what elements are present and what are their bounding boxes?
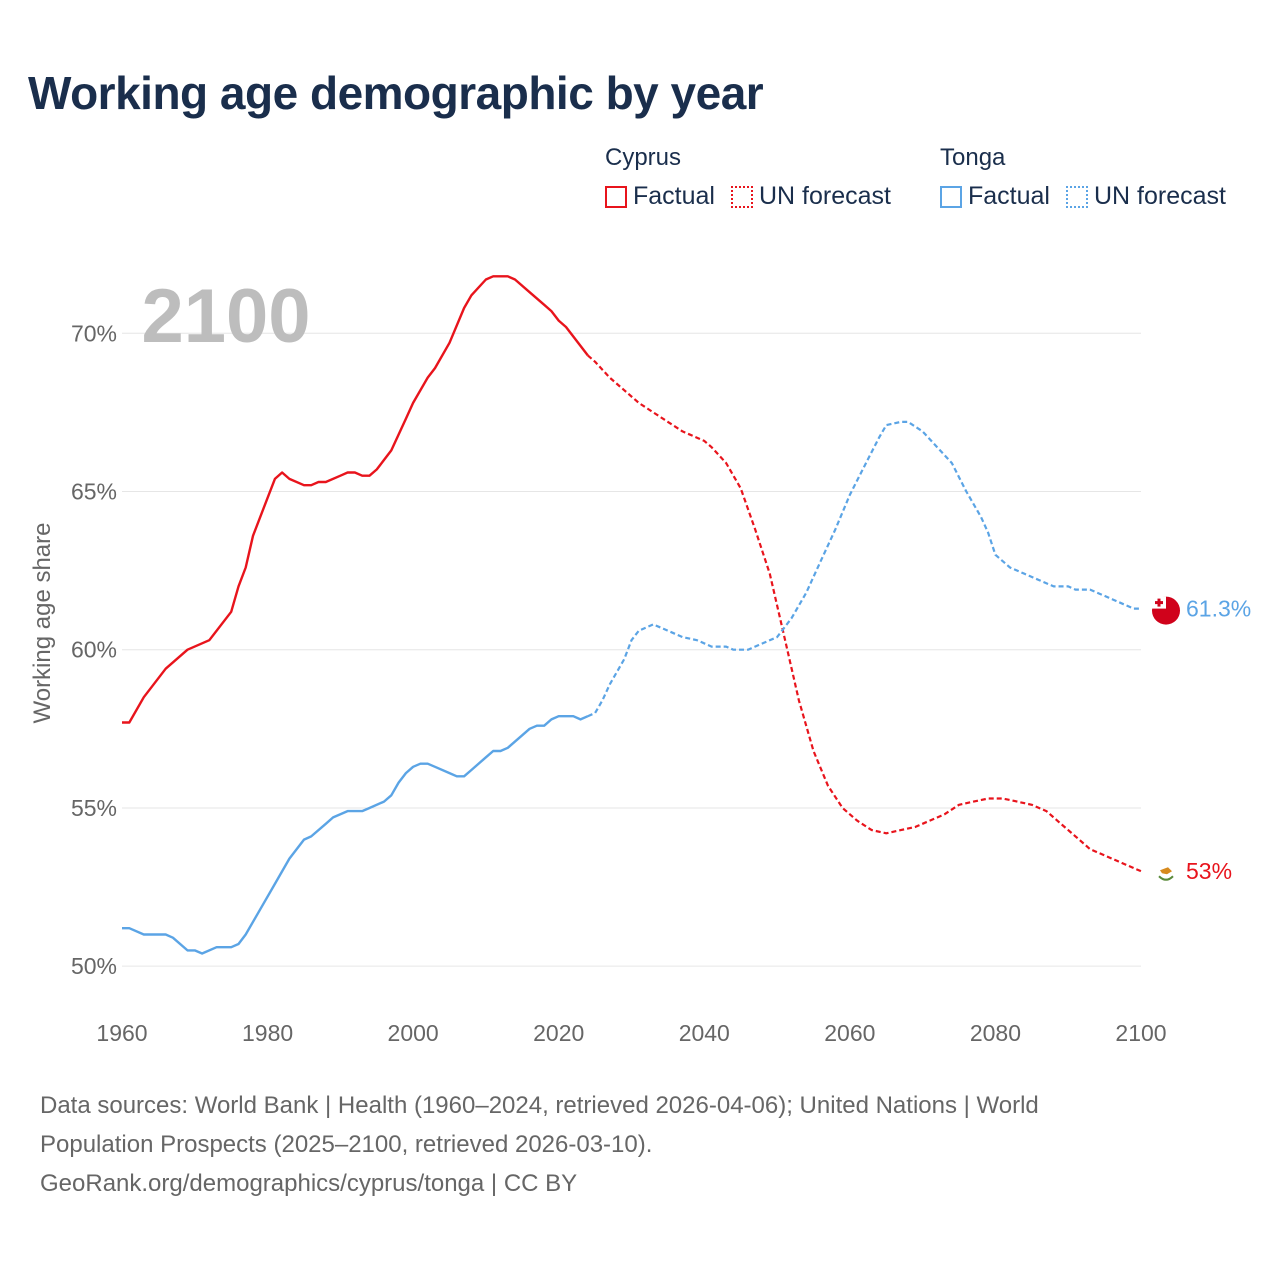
legend-group-cyprus: Cyprus Factual UN forecast — [605, 144, 907, 211]
flag-cross-h — [1155, 601, 1163, 605]
y-tick-label: 70% — [71, 320, 117, 346]
series-line-tonga-factual — [122, 715, 589, 955]
x-tick-label: 2060 — [824, 1020, 875, 1046]
series-line-cyprus-forecast — [587, 354, 1142, 873]
flag-branches — [1158, 875, 1174, 881]
data-source: Data sources: World Bank | Health (1960–… — [40, 1086, 1240, 1203]
legend-label: Factual — [968, 182, 1050, 210]
year-overlay: 2100 — [141, 274, 310, 359]
x-axis-ticks: 1960 1980 2000 2020 2040 2060 2080 2100 — [96, 1020, 1166, 1046]
legend-swatch-solid — [940, 185, 962, 208]
legend-swatch-dotted — [730, 185, 753, 208]
legend-tonga-factual[interactable]: Factual — [940, 182, 1050, 211]
series-line-cyprus-factual — [122, 275, 589, 724]
cyprus-flag-icon — [1157, 864, 1175, 883]
y-tick-label: 50% — [71, 953, 117, 979]
end-value-label-cyprus: 53% — [1186, 858, 1232, 884]
x-tick-label: 1960 — [96, 1020, 147, 1046]
source-line-2: Population Prospects (2025–2100, retriev… — [40, 1131, 653, 1158]
series-end-markers: 53% 61.3% — [1152, 596, 1251, 884]
legend-swatch-dotted — [1065, 185, 1088, 208]
legend-label: Factual — [633, 182, 715, 210]
legend-cyprus-factual[interactable]: Factual — [605, 182, 715, 211]
y-tick-label: 65% — [71, 479, 117, 505]
x-tick-label: 1980 — [242, 1020, 293, 1046]
y-tick-label: 55% — [71, 795, 117, 821]
series-line-tonga-forecast — [587, 420, 1141, 718]
flag-island — [1160, 867, 1172, 875]
source-line-1: Data sources: World Bank | Health (1960–… — [40, 1092, 1039, 1119]
legend-group-tonga: Tonga Factual UN forecast — [940, 144, 1242, 211]
x-tick-label: 2040 — [679, 1020, 730, 1046]
legend-country-cyprus: Cyprus — [605, 144, 682, 171]
x-tick-label: 2100 — [1115, 1020, 1166, 1046]
y-axis-label: Working age share — [29, 523, 56, 724]
y-tick-label: 60% — [71, 637, 117, 663]
legend-tonga-forecast[interactable]: UN forecast — [1065, 182, 1226, 211]
grid — [122, 332, 1141, 967]
series-lines — [122, 275, 1142, 955]
legend-cyprus-forecast[interactable]: UN forecast — [730, 182, 891, 211]
x-tick-label: 2080 — [970, 1020, 1021, 1046]
x-tick-label: 2020 — [533, 1020, 584, 1046]
x-tick-label: 2000 — [388, 1020, 439, 1046]
y-axis-ticks: 50% 55% 60% 65% 70% — [71, 320, 117, 979]
end-value-label-tonga: 61.3% — [1186, 596, 1251, 622]
tonga-flag-icon — [1152, 596, 1180, 625]
legend-country-tonga: Tonga — [940, 144, 1006, 171]
legend-label: UN forecast — [758, 182, 891, 210]
chart-title: Working age demographic by year — [28, 67, 764, 119]
legend-label: UN forecast — [1093, 182, 1226, 210]
legend-swatch-solid — [605, 185, 627, 208]
source-line-3[interactable]: GeoRank.org/demographics/cyprus/tonga | … — [40, 1170, 578, 1197]
